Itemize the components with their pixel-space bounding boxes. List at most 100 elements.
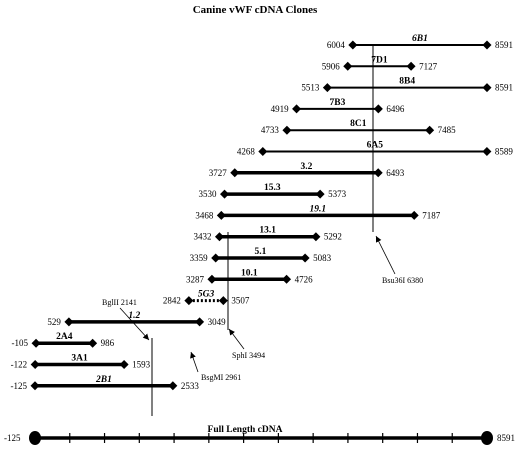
clone-end-marker: [88, 338, 98, 348]
clone-row: 6004 8591 6B1: [327, 34, 513, 50]
clone-start-marker: [343, 61, 353, 71]
clone-name-label: 15.3: [264, 183, 281, 193]
clone-end-label: 1593: [132, 360, 151, 370]
clone-end-label: 8591: [495, 40, 513, 50]
sphi-arrow: [228, 328, 245, 350]
clone-end-label: 8589: [495, 147, 513, 157]
clone-start-marker: [282, 125, 292, 135]
clone-name-label: 1.2: [128, 311, 140, 321]
clone-end-label: 7187: [422, 210, 441, 220]
clone-start-marker: [30, 360, 40, 369]
clone-name-label: 8B4: [399, 77, 415, 87]
clone-end-label: 5292: [324, 232, 342, 242]
clone-name-label: 6B1: [412, 34, 428, 44]
clone-start-marker: [322, 83, 332, 93]
clone-start-marker: [292, 104, 302, 114]
clone-start-label: 3468: [195, 210, 214, 220]
clone-start-marker: [220, 189, 230, 199]
clone-row: 3432 5292 13.1: [193, 226, 341, 242]
full-length-ticks: [69, 433, 453, 443]
clone-end-marker: [195, 317, 205, 327]
clone-row: 3287 4726 10.1: [186, 268, 313, 284]
clone-start-label: 6004: [327, 40, 346, 50]
full-length-right-end: [481, 431, 493, 445]
clone-name-label: 13.1: [259, 226, 276, 236]
clone-row: 4268 8589 6A5: [237, 141, 514, 157]
clone-start-marker: [207, 274, 217, 284]
bsgmi-arrow: [190, 351, 199, 373]
clone-end-marker: [409, 210, 419, 220]
clone-row: 5513 8591 8B4: [301, 77, 513, 93]
clone-name-label: 2A4: [56, 332, 73, 342]
clone-end-marker: [315, 189, 325, 199]
clone-name-label: 2B1: [95, 375, 112, 385]
clone-end-label: 8591: [495, 83, 513, 93]
clone-row: 3359 5083 5.1: [190, 247, 332, 263]
clone-row: 4733 7485 8C1: [261, 119, 456, 135]
clone-row: 3468 7187 19.1: [195, 204, 440, 220]
full-length-start: -125: [4, 433, 21, 443]
clone-end-marker: [282, 274, 292, 284]
clone-end-marker: [482, 83, 492, 93]
clone-start-label: 4268: [237, 147, 256, 157]
clone-start-label: -105: [12, 338, 29, 348]
clone-end-label: 5083: [313, 253, 332, 263]
sphi-label: SphI 3494: [232, 351, 265, 360]
clone-end-marker: [373, 168, 383, 178]
annotations: BglII 2141 BsgMI 2961 SphI 3494 Bsu36I 6…: [102, 235, 423, 382]
clone-row: -105 986 2A4: [12, 332, 115, 348]
clone-start-label: 3530: [199, 189, 218, 199]
clone-end-label: 7485: [438, 125, 457, 135]
clone-row: 2842 3507 5G3: [163, 290, 250, 306]
clone-end-marker: [482, 40, 492, 50]
clone-start-marker: [216, 210, 226, 220]
clone-start-marker: [348, 40, 358, 50]
clone-end-label: 4726: [295, 274, 314, 284]
clone-rows: 6004 8591 6B1 5906 7127 7D1 5513 8591 8B4 4919 649…: [11, 34, 514, 391]
clone-start-marker: [258, 147, 268, 156]
clone-end-marker: [311, 232, 321, 242]
clone-start-marker: [230, 168, 240, 178]
clone-name-label: 6A5: [367, 141, 384, 151]
clone-start-marker: [214, 232, 224, 242]
clone-start-label: 3287: [186, 274, 205, 284]
full-length-left-end: [29, 431, 41, 445]
bglii-label: BglII 2141: [102, 298, 137, 307]
clone-end-marker: [482, 147, 492, 156]
figure-title: Canine vWF cDNA Clones: [193, 4, 318, 16]
clone-end-label: 6493: [386, 168, 405, 178]
clone-end-marker: [218, 296, 228, 306]
full-length-end: 8591: [497, 433, 515, 443]
clone-end-label: 3049: [208, 317, 227, 327]
clone-name-label: 5.1: [254, 247, 266, 257]
clone-start-label: 4733: [261, 125, 280, 135]
clone-end-marker: [425, 125, 435, 135]
clone-row: 529 3049 1.2: [47, 311, 226, 327]
clone-start-marker: [64, 317, 74, 327]
bsu36i-label: Bsu36I 6380: [382, 276, 423, 285]
clone-start-label: -125: [11, 381, 28, 391]
clone-end-marker: [168, 381, 178, 391]
clone-start-label: 3359: [190, 253, 209, 263]
full-length-row: Full Length cDNA -125 8591: [4, 425, 515, 445]
clone-start-label: 5906: [322, 61, 341, 71]
clone-start-label: -122: [11, 360, 28, 370]
clone-start-label: 5513: [301, 83, 320, 93]
bsgmi-label: BsgMI 2961: [201, 373, 241, 382]
clone-end-label: 2533: [181, 381, 200, 391]
clone-name-label: 3A1: [71, 354, 88, 364]
clone-row: 3727 6493 3.2: [209, 162, 405, 178]
clone-name-label: 3.2: [301, 162, 313, 172]
clone-name-label: 19.1: [309, 204, 326, 214]
clone-end-label: 986: [101, 338, 115, 348]
clone-row: 5906 7127 7D1: [322, 55, 438, 71]
clone-start-marker: [184, 296, 194, 306]
full-length-label: Full Length cDNA: [208, 425, 283, 435]
clone-name-label: 10.1: [241, 268, 258, 278]
clone-name-label: 8C1: [350, 119, 367, 129]
clone-row: 4919 6496 7B3: [271, 98, 405, 114]
clone-name-label: 5G3: [198, 290, 215, 300]
clone-name-label: 7D1: [371, 55, 388, 65]
clone-end-label: 5373: [328, 189, 347, 199]
